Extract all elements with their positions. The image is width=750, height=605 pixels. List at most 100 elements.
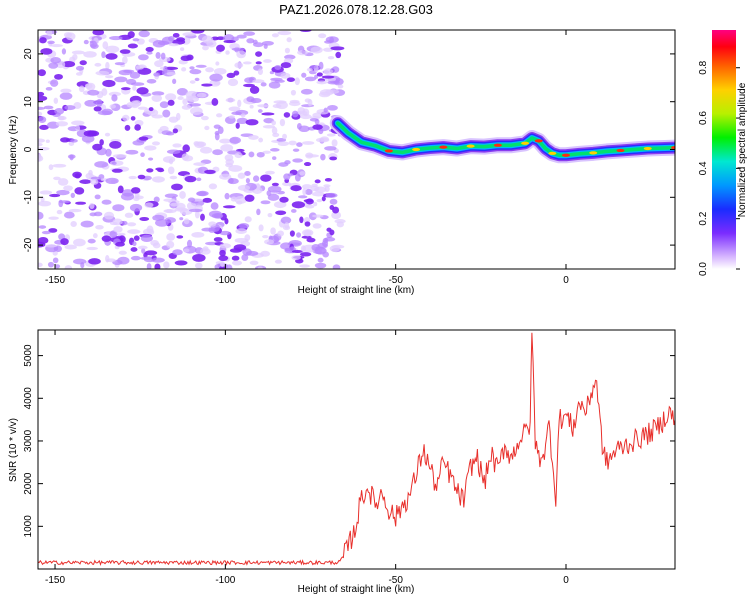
noise-blob — [63, 211, 75, 219]
noise-blob — [332, 264, 341, 269]
noise-blob — [284, 47, 290, 54]
noise-blob — [268, 81, 281, 89]
noise-blob — [101, 199, 112, 205]
noise-blob — [191, 30, 205, 34]
noise-blob — [271, 33, 279, 38]
noise-blob — [224, 218, 229, 225]
noise-blob — [168, 43, 180, 47]
noise-blob — [262, 125, 276, 129]
noise-blob — [138, 136, 149, 141]
noise-blob — [316, 199, 323, 203]
noise-blob — [309, 65, 317, 69]
noise-blob — [185, 90, 199, 99]
snr-frame — [37, 329, 676, 570]
noise-blob — [284, 160, 291, 165]
noise-blob — [209, 73, 223, 82]
noise-blob — [95, 225, 104, 230]
noise-blob — [134, 124, 141, 131]
noise-blob — [197, 141, 207, 147]
noise-blob — [193, 162, 206, 166]
noise-blob — [70, 139, 78, 143]
noise-blob — [54, 73, 63, 80]
noise-blob — [304, 188, 313, 195]
noise-blob — [220, 261, 225, 268]
noise-blob — [40, 196, 45, 203]
noise-blob — [186, 239, 193, 248]
colorbar-tick-label: 0.0 — [698, 262, 709, 276]
noise-blob — [331, 139, 338, 147]
noise-blob — [216, 36, 226, 41]
noise-blob — [290, 89, 297, 96]
noise-blob — [219, 249, 226, 257]
noise-blob — [62, 61, 76, 68]
noise-blob — [299, 216, 304, 224]
noise-blob — [38, 262, 43, 268]
ridge-peak — [521, 141, 530, 145]
ridge-peak — [384, 149, 393, 153]
x-tick-label: -100 — [215, 575, 235, 586]
noise-blob — [61, 48, 67, 55]
noise-blob — [336, 221, 345, 228]
noise-blob — [45, 139, 50, 143]
noise-blob — [284, 222, 290, 229]
noise-blob — [225, 158, 235, 166]
noise-blob — [272, 132, 280, 138]
noise-blob — [291, 208, 297, 213]
noise-blob — [166, 240, 175, 249]
noise-blob — [286, 37, 292, 43]
noise-blob — [301, 72, 307, 78]
noise-blob — [212, 149, 223, 156]
noise-blob — [214, 132, 220, 141]
noise-blob — [50, 79, 59, 87]
noise-blob — [246, 38, 255, 44]
colorbar-ticks: 0.0 0.2 0.4 0.6 0.8 — [698, 60, 740, 276]
noise-blob — [228, 106, 241, 112]
noise-blob — [244, 77, 255, 84]
noise-blob — [88, 169, 93, 176]
noise-blob — [172, 249, 183, 256]
noise-blob — [304, 221, 311, 227]
noise-blob — [115, 241, 125, 247]
noise-blob — [187, 197, 196, 203]
noise-blob — [325, 192, 338, 198]
snr-x-ticks: -150 -100 -50 0 — [45, 330, 569, 586]
noise-blob — [189, 69, 202, 75]
noise-blob — [164, 217, 177, 224]
noise-blob — [111, 94, 118, 102]
noise-blob — [124, 124, 131, 131]
noise-blob — [249, 104, 254, 109]
noise-blob — [64, 105, 76, 111]
noise-blob — [175, 112, 181, 121]
noise-blob — [228, 115, 235, 119]
noise-blob — [80, 220, 94, 228]
noise-blob — [260, 82, 267, 87]
noise-blob — [152, 39, 166, 48]
noise-blob — [122, 56, 128, 65]
noise-blob — [157, 168, 165, 173]
noise-blob — [205, 67, 214, 73]
noise-blob — [269, 71, 275, 75]
noise-blob — [84, 99, 98, 107]
noise-blob — [331, 66, 340, 73]
noise-scatter — [38, 30, 346, 269]
noise-blob — [243, 83, 255, 88]
noise-blob — [208, 183, 218, 190]
noise-blob — [235, 122, 240, 129]
noise-blob — [130, 82, 145, 86]
noise-blob — [104, 132, 111, 137]
noise-blob — [241, 254, 249, 262]
noise-blob — [280, 242, 293, 250]
noise-blob — [38, 91, 45, 97]
noise-blob — [264, 239, 275, 245]
noise-blob — [97, 110, 112, 116]
noise-blob — [200, 213, 205, 221]
noise-blob — [299, 171, 306, 176]
noise-blob — [317, 257, 324, 263]
noise-blob — [38, 225, 47, 229]
noise-blob — [234, 152, 243, 159]
noise-blob — [223, 40, 236, 44]
noise-blob — [162, 109, 171, 118]
x-tick-label: -50 — [388, 575, 403, 586]
noise-blob — [256, 208, 261, 216]
noise-blob — [284, 247, 291, 252]
